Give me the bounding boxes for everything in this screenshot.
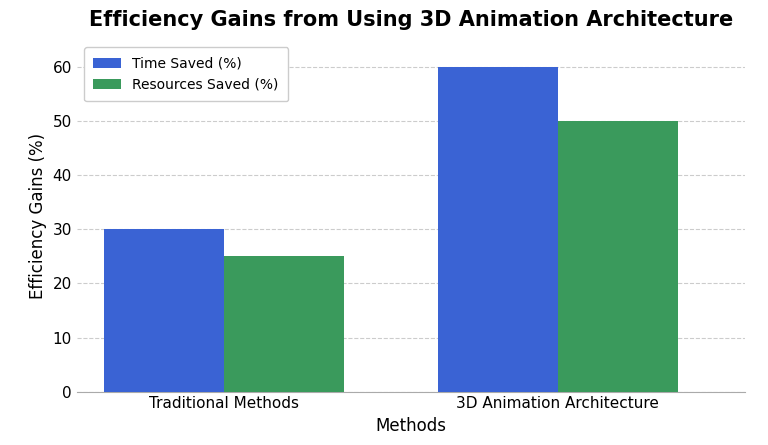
Y-axis label: Efficiency Gains (%): Efficiency Gains (%) xyxy=(29,133,47,299)
X-axis label: Methods: Methods xyxy=(376,417,446,435)
Title: Efficiency Gains from Using 3D Animation Architecture: Efficiency Gains from Using 3D Animation… xyxy=(89,10,733,30)
Legend: Time Saved (%), Resources Saved (%): Time Saved (%), Resources Saved (%) xyxy=(84,47,289,101)
Bar xyxy=(104,229,223,392)
Bar xyxy=(223,256,344,392)
Bar xyxy=(558,121,678,392)
Bar xyxy=(438,67,558,392)
